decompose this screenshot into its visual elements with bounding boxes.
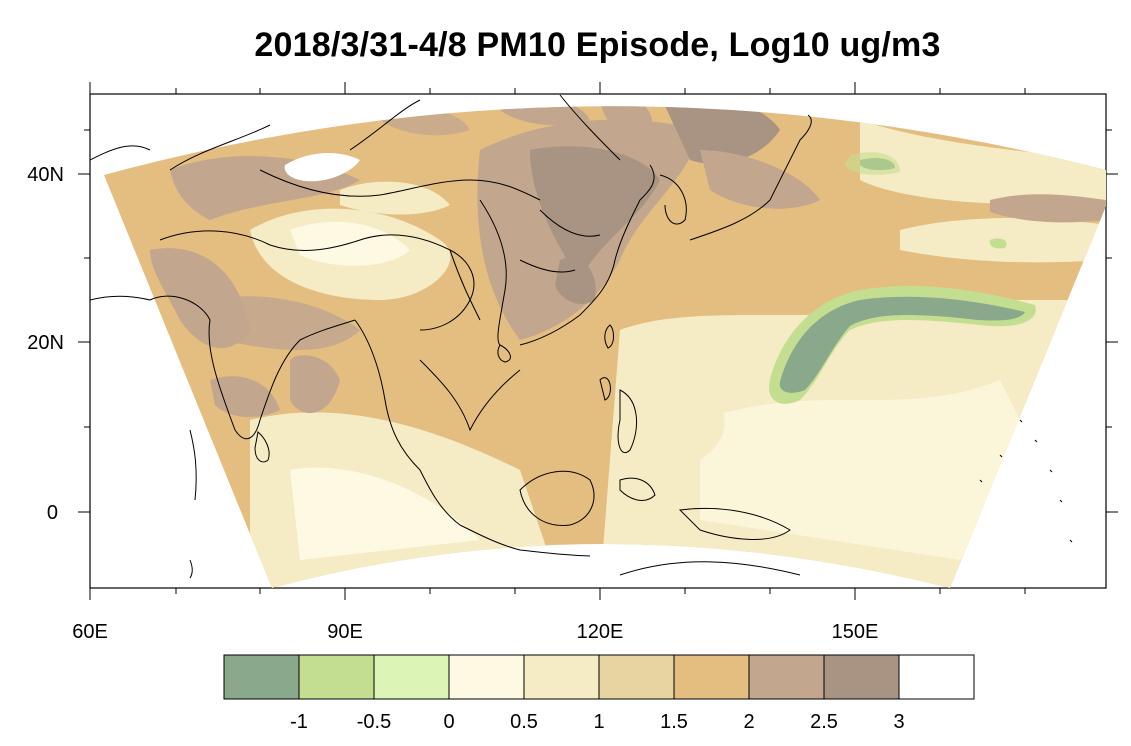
x-tick-150e: 150E [832, 621, 879, 643]
colorbar-label: 1.5 [660, 711, 688, 733]
colorbar-label: 0 [443, 711, 454, 733]
y-tick-20n: 20N [27, 332, 64, 354]
colorbar-swatch [598, 654, 675, 700]
colorbar-label: 1 [593, 711, 604, 733]
x-tick-120e: 120E [577, 621, 624, 643]
colorbar-label: 2 [743, 711, 754, 733]
colorbar-label: -1 [290, 711, 308, 733]
coastlines [90, 94, 1073, 579]
colorbar-label: 2.5 [810, 711, 838, 733]
colorbar-label: -0.5 [357, 711, 391, 733]
colorbar-swatch [223, 654, 300, 700]
colorbar-swatch [373, 654, 450, 700]
colorbar-label: 3 [893, 711, 904, 733]
colorbar-swatch [448, 654, 525, 700]
colorbar-swatch [298, 654, 375, 700]
colorbar-swatch [748, 654, 825, 700]
x-tick-90e: 90E [327, 621, 363, 643]
colorbar-swatch [523, 654, 600, 700]
colorbar-swatch [898, 654, 975, 700]
y-tick-40n: 40N [27, 164, 64, 186]
colorbar-swatch [673, 654, 750, 700]
colorbar: -1 -0.5 0 0.5 1 1.5 2 2.5 3 [223, 654, 975, 733]
chart-title: 2018/3/31-4/8 PM10 Episode, Log10 ug/m3 [254, 26, 941, 64]
pm10-field [104, 106, 1106, 588]
axis-ticks [78, 82, 1118, 600]
colorbar-label: 0.5 [510, 711, 538, 733]
colorbar-swatch [823, 654, 900, 700]
x-tick-60e: 60E [72, 621, 108, 643]
y-tick-0: 0 [47, 502, 58, 524]
